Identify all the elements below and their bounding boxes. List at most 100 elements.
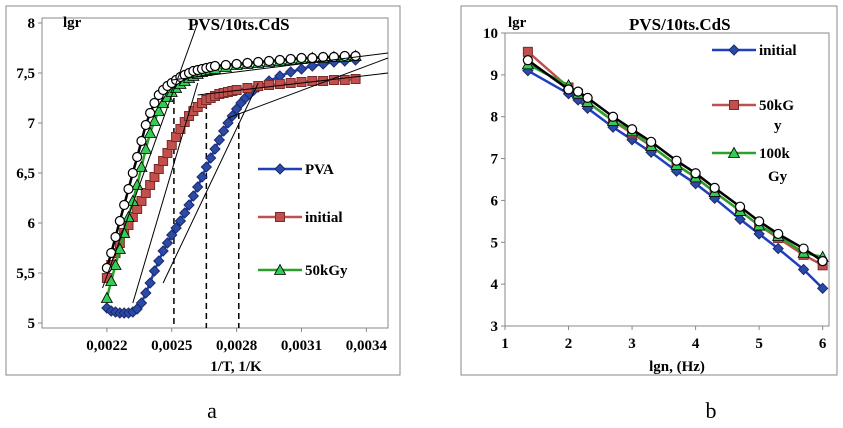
data-point: [213, 134, 226, 146]
data-point: [135, 297, 148, 309]
tangent-line: [197, 72, 389, 96]
legend-label: 50kGy: [305, 263, 348, 279]
tangent-line: [227, 57, 389, 119]
data-point: [798, 243, 809, 254]
data-point: [204, 152, 217, 164]
x-tick-label: 6: [819, 336, 827, 352]
y-tick-label: 6: [28, 216, 36, 232]
data-point: [318, 51, 329, 63]
y-tick-label: 7: [491, 152, 499, 168]
data-point: [140, 119, 151, 131]
data-point: [200, 161, 213, 173]
data-point: [753, 228, 765, 240]
chart-panel-b: 3 4 5 6 7 8 9 10 1 2 3 4 5 6 PVS/10ts.CdS lgr lgn, (H…: [460, 5, 838, 423]
legend-swatch-marker: [728, 44, 740, 56]
data-point: [126, 194, 140, 206]
panel-b-ylabel: lgr: [508, 15, 527, 31]
data-point: [709, 182, 720, 193]
legend-swatch-marker: [729, 100, 739, 110]
y-tick-label: 4: [491, 277, 499, 293]
panel-b-caption: b: [706, 398, 717, 423]
legend-label: initial: [305, 210, 343, 226]
panel-b-xlabel: lgn, (Hz): [649, 359, 705, 375]
data-point: [106, 247, 117, 259]
data-point: [222, 117, 234, 129]
panel-a-ylabel: lgr: [63, 15, 82, 31]
data-point: [161, 237, 174, 249]
legend-swatch-marker: [727, 146, 741, 158]
data-point: [522, 55, 533, 66]
data-point: [153, 255, 165, 267]
y-tick-label: 8: [28, 16, 36, 32]
data-point: [220, 59, 231, 71]
y-tick-label: 9: [491, 68, 499, 84]
data-point: [242, 57, 253, 69]
data-point: [132, 151, 143, 163]
panel-a-title: PVS/10ts.CdS: [188, 15, 290, 34]
data-point: [110, 231, 121, 243]
data-point: [773, 228, 784, 240]
data-point: [816, 282, 829, 295]
chart-panel-a: 5 5,5 6 6,5 7 7,5 8 0,0022 0,0025 0,0028 0,0031 0,0…: [5, 5, 401, 423]
x-tick-label: 4: [692, 336, 700, 352]
data-point: [626, 124, 638, 135]
y-tick-label: 7,5: [16, 66, 35, 82]
x-tick-label: 0,0022: [86, 338, 127, 354]
panel-b-title: PVS/10ts.CdS: [629, 15, 731, 34]
data-point: [156, 96, 170, 108]
x-tick-label: 3: [628, 336, 636, 352]
data-point: [690, 168, 701, 179]
x-tick-label: 5: [755, 336, 763, 352]
legend-label: 100k: [759, 146, 791, 162]
y-tick-label: 6: [491, 193, 499, 209]
data-point: [264, 80, 275, 90]
legend-label: 50kG: [759, 98, 794, 114]
data-point: [734, 201, 746, 212]
legend-label: y: [774, 118, 782, 134]
data-point: [136, 135, 147, 147]
tangent-line: [162, 82, 259, 284]
data-point: [105, 274, 118, 286]
data-point: [140, 287, 152, 299]
series-points-extra: [522, 55, 828, 267]
x-tick-label: 0,0031: [281, 338, 322, 354]
data-point: [143, 126, 157, 138]
y-tick-label: 3: [491, 319, 499, 335]
data-point: [209, 60, 221, 72]
data-point: [284, 66, 297, 78]
data-point: [522, 46, 533, 57]
data-point: [145, 107, 156, 119]
data-point: [274, 54, 285, 66]
legend-swatch-marker: [273, 263, 287, 275]
data-point: [217, 125, 230, 137]
data-point: [306, 60, 319, 72]
data-point: [734, 213, 746, 225]
data-point: [209, 143, 221, 155]
x-tick-label: 1: [501, 336, 509, 352]
legend-label: PVA: [305, 162, 334, 178]
data-point: [350, 74, 361, 84]
panel-a-marks: 5 5,5 6 6,5 7 7,5 8 0,0022 0,0025 0,0028 0,0031 0,0…: [16, 16, 389, 354]
panel-b-legend: initial 50kG y 100k Gy: [712, 43, 797, 185]
data-point: [123, 183, 134, 195]
data-point: [187, 190, 200, 202]
data-point: [797, 263, 810, 276]
legend-label: initial: [759, 43, 797, 59]
x-tick-label: 2: [565, 336, 573, 352]
legend-swatch-marker: [274, 163, 286, 175]
data-point: [772, 242, 784, 255]
panel-b-frame: [460, 5, 838, 376]
panel-a-caption: a: [207, 398, 217, 423]
data-point: [166, 229, 178, 241]
data-point: [295, 63, 308, 75]
data-point: [119, 199, 130, 211]
data-point: [817, 256, 828, 267]
data-point: [563, 84, 574, 95]
data-point: [174, 215, 187, 227]
data-point: [127, 167, 138, 179]
y-tick-label: 10: [483, 26, 498, 42]
data-point: [274, 79, 285, 89]
data-point: [148, 114, 161, 126]
x-tick-label: 0,0025: [151, 338, 192, 354]
